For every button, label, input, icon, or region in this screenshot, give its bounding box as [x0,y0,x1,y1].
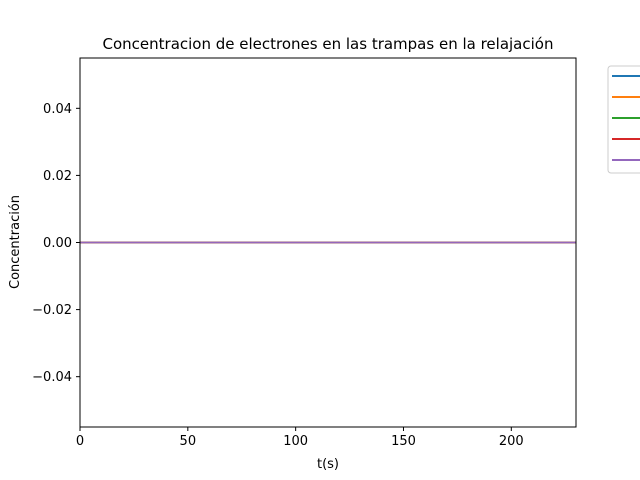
x-tick-label: 100 [283,434,308,449]
y-tick-label: −0.04 [32,370,72,385]
y-tick-label: 0.04 [43,102,72,117]
legend [607,65,640,174]
chart-title: Concentracion de electrones en las tramp… [103,35,554,53]
x-axis-label: t(s) [317,457,339,472]
legend-box [607,65,640,174]
y-axis-label: Concentración [8,195,23,289]
x-tick-label: 150 [391,434,416,449]
y-tick-label: 0.00 [43,236,72,251]
plot-area: 0 50 100 150 200 −0.04 −0.02 0.00 0.02 0.04 [32,57,577,449]
y-tick-label: 0.02 [43,169,72,184]
x-tick-label: 0 [76,434,84,449]
y-tick-label: −0.02 [32,303,72,318]
x-tick-label: 50 [180,434,197,449]
x-tick-label: 200 [499,434,524,449]
